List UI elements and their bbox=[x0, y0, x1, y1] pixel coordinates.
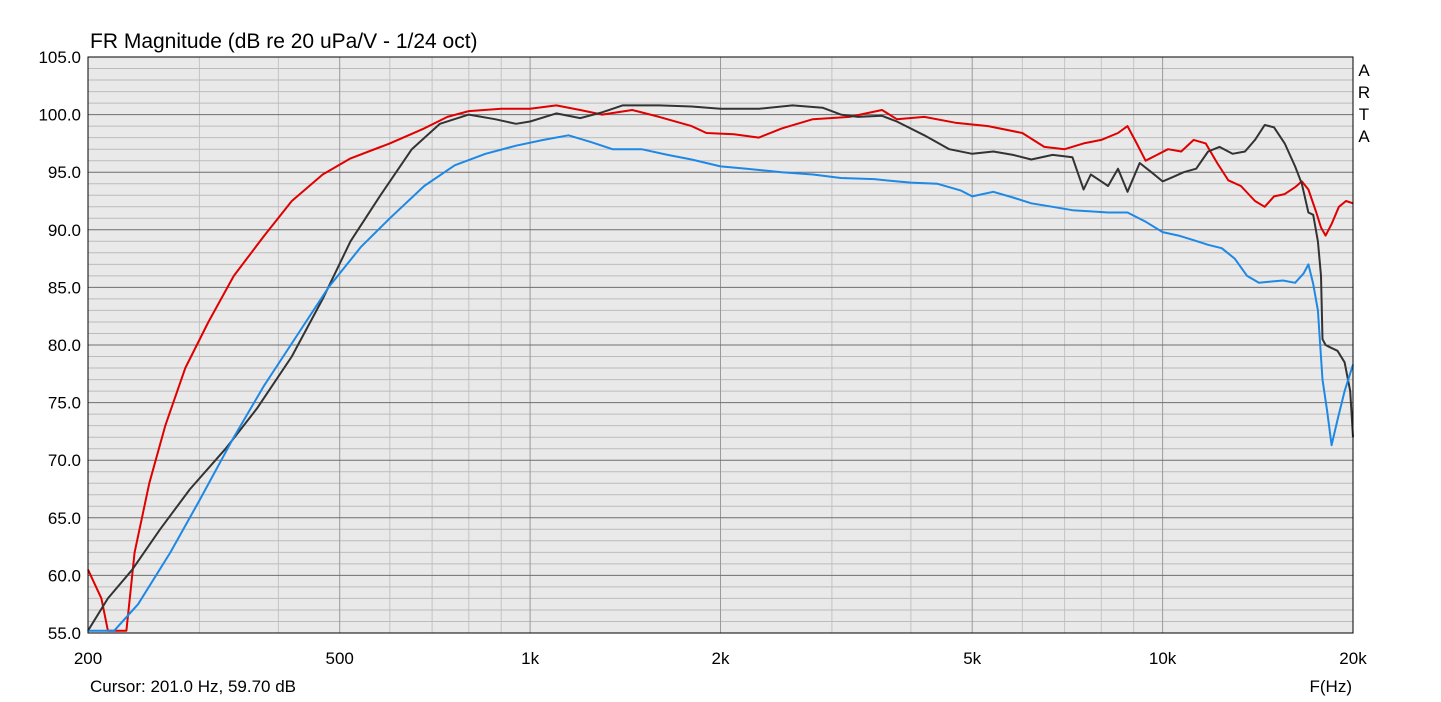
x-tick-label: 1k bbox=[521, 649, 539, 668]
y-tick-label: 75.0 bbox=[48, 394, 81, 413]
series-line-3 bbox=[88, 134, 1354, 632]
series-line-1 bbox=[87, 104, 1354, 632]
x-tick-label: 2k bbox=[712, 649, 730, 668]
y-tick-label: 95.0 bbox=[48, 163, 81, 182]
x-axis-label: F(Hz) bbox=[1310, 677, 1352, 696]
x-tick-label: 20k bbox=[1339, 649, 1367, 668]
chart-title: FR Magnitude (dB re 20 uPa/V - 1/24 oct) bbox=[90, 30, 478, 53]
y-tick-labels: 105.0 100.0 95.0 90.0 85.0 80.0 75.0 70.0 65.0 60… bbox=[38, 48, 81, 643]
y-tick-label: 90.0 bbox=[48, 221, 81, 240]
brand-letter: A bbox=[1358, 127, 1370, 146]
brand-letter: R bbox=[1358, 83, 1370, 102]
y-tick-label: 60.0 bbox=[48, 566, 81, 585]
x-tick-label: 500 bbox=[326, 649, 354, 668]
plot-border bbox=[87, 56, 1354, 634]
y-tick-label: 80.0 bbox=[48, 336, 81, 355]
series-layer bbox=[87, 104, 1354, 632]
y-tick-label: 85.0 bbox=[48, 278, 81, 297]
y-tick-label: 70.0 bbox=[48, 451, 81, 470]
x-tick-label: 5k bbox=[963, 649, 981, 668]
brand-letter: A bbox=[1358, 61, 1370, 80]
x-tick-labels: 200 500 1k 2k 5k 10k 20k bbox=[74, 649, 1367, 668]
cursor-readout: Cursor: 201.0 Hz, 59.70 dB bbox=[90, 677, 296, 696]
brand-letter: T bbox=[1359, 105, 1369, 124]
x-tick-label: 200 bbox=[74, 649, 102, 668]
x-tick-label: 10k bbox=[1149, 649, 1177, 668]
y-tick-label: 55.0 bbox=[48, 624, 81, 643]
y-tick-label: 65.0 bbox=[48, 509, 81, 528]
y-tick-label: 105.0 bbox=[38, 48, 81, 67]
y-tick-label: 100.0 bbox=[38, 106, 81, 125]
series-line-2 bbox=[87, 104, 1354, 632]
